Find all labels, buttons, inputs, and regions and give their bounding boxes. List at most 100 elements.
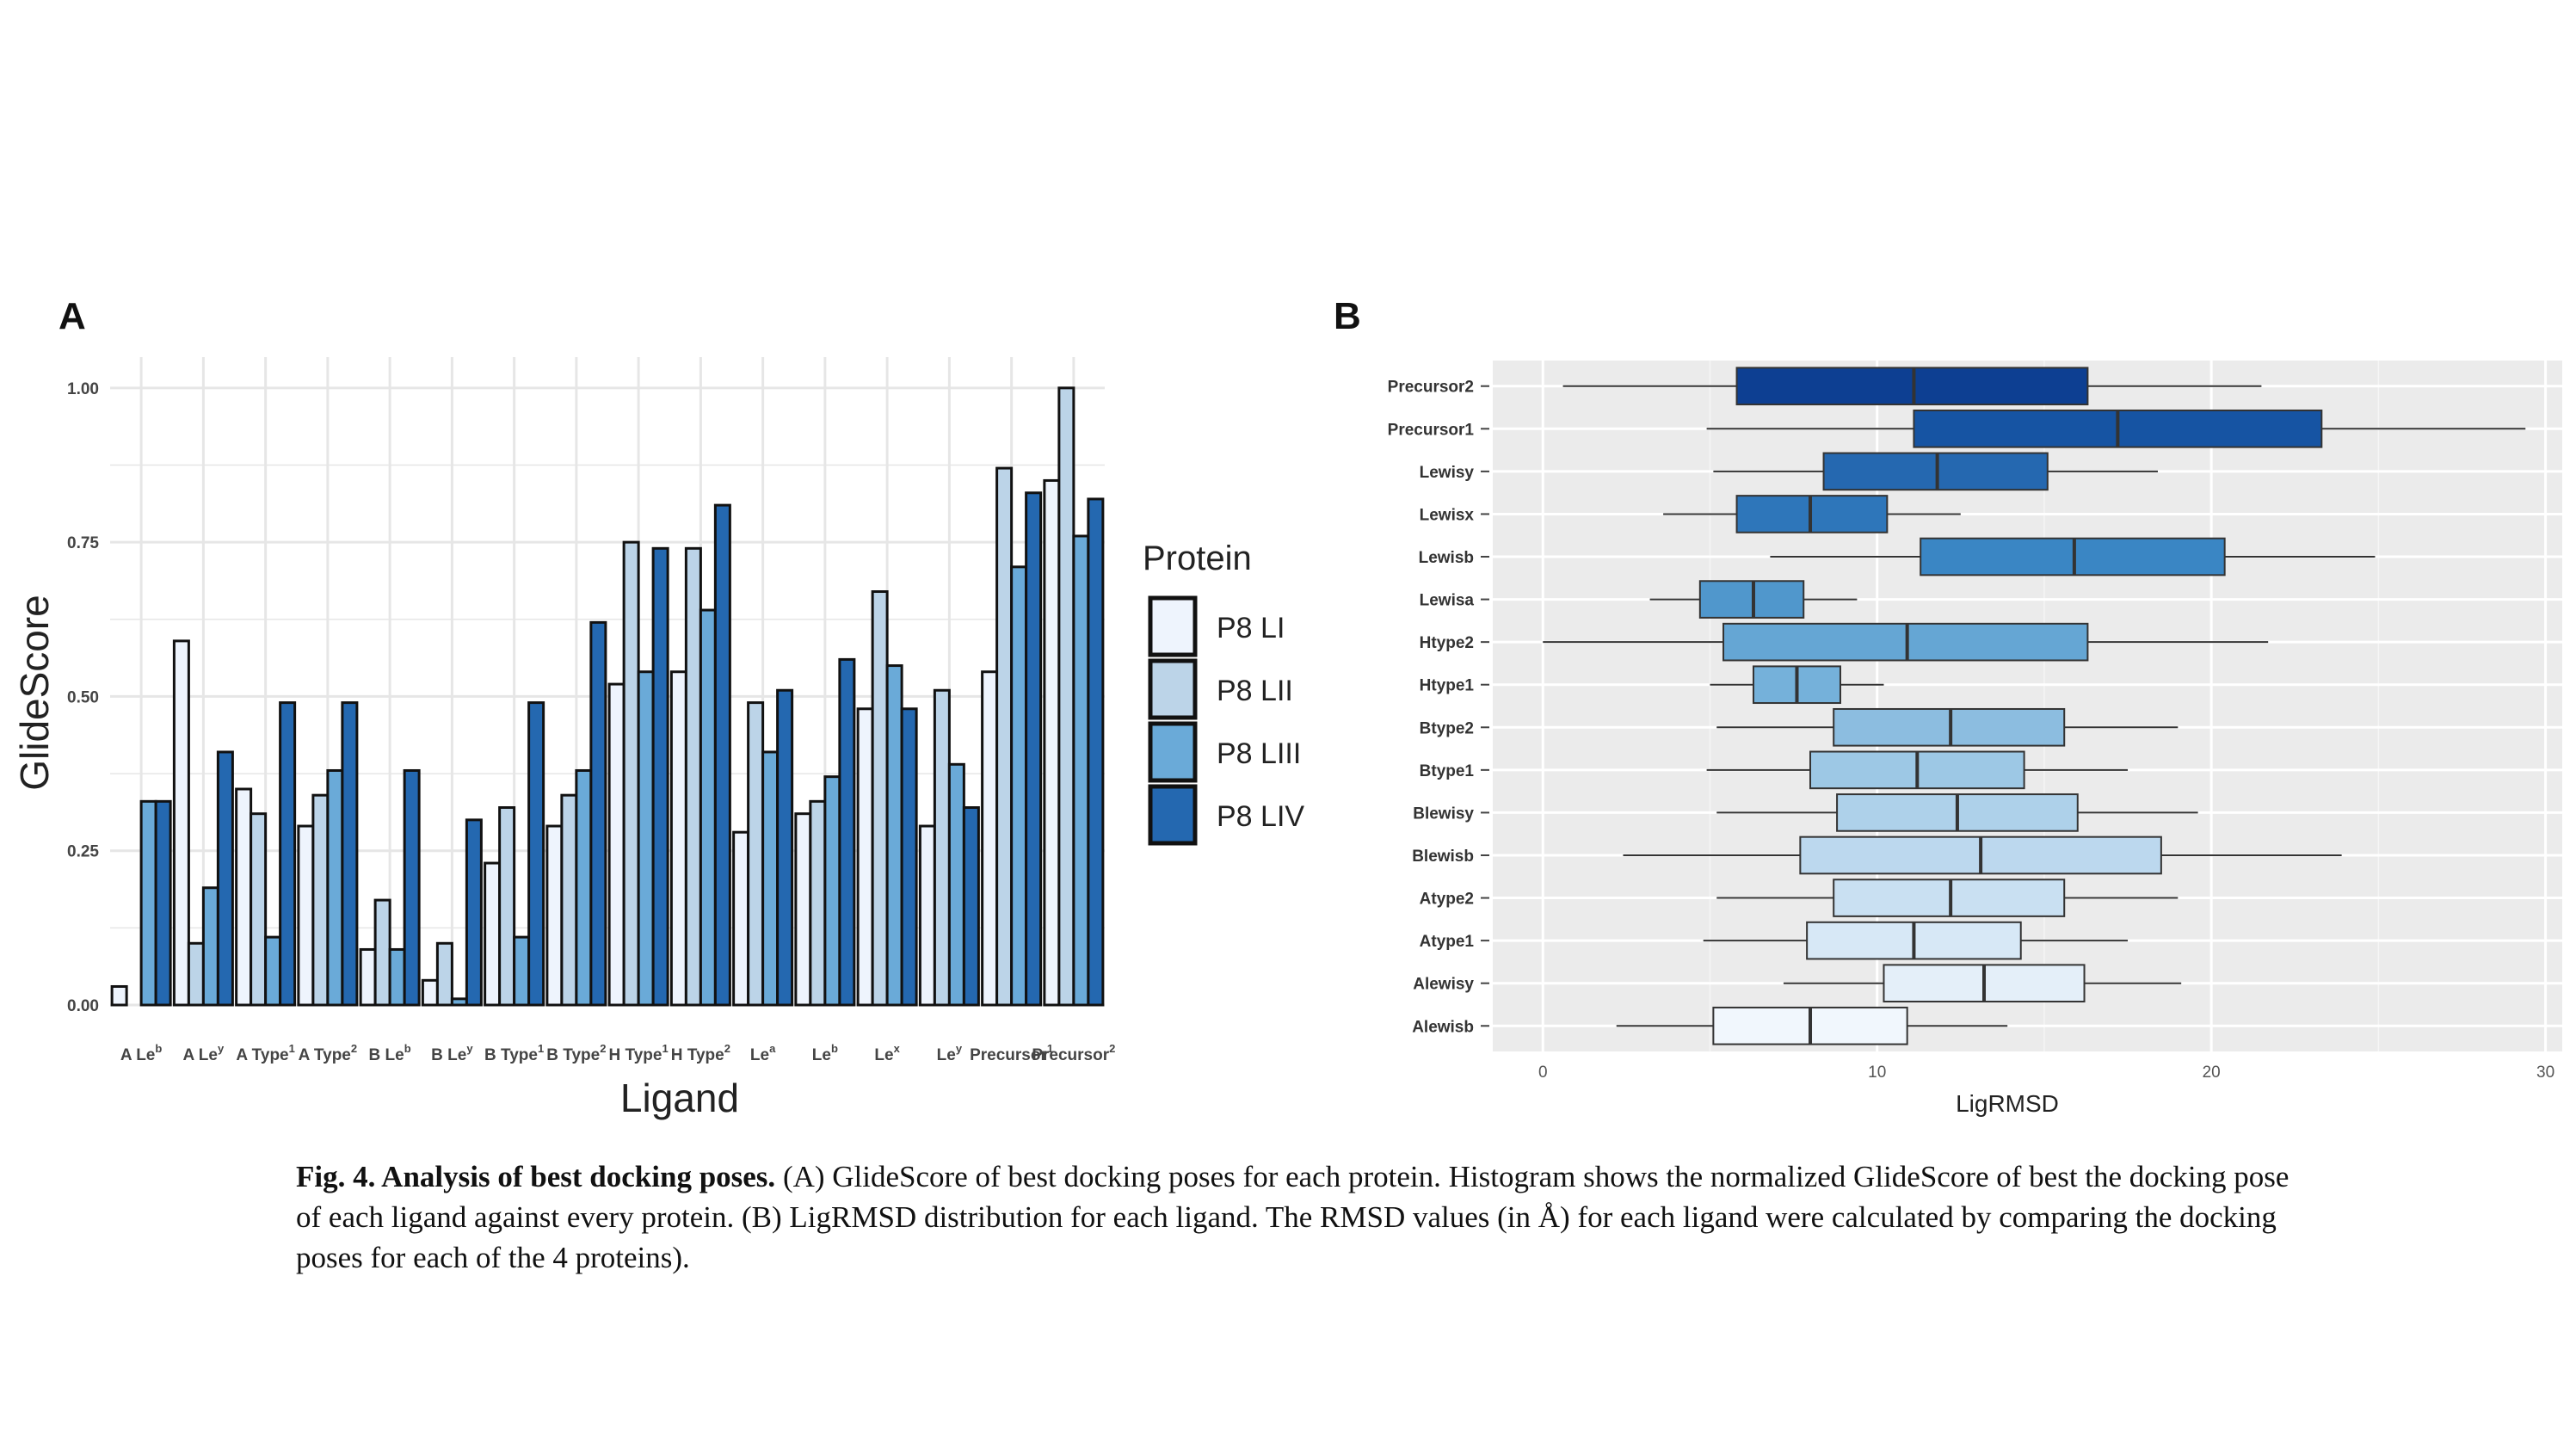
bar bbox=[373, 898, 391, 1007]
legend-swatch bbox=[1148, 595, 1198, 657]
y-tick-label: 0.00 bbox=[67, 997, 99, 1015]
bar bbox=[981, 670, 999, 1007]
category-label: Lewisx bbox=[1420, 506, 1475, 524]
category-label: Btype2 bbox=[1420, 719, 1474, 737]
panel-b-boxes bbox=[1543, 367, 2526, 1045]
bar bbox=[421, 978, 439, 1007]
bar bbox=[732, 830, 750, 1007]
panel-a-bar-chart: 0.00 0.25 0.50 0.75 1.00 A Leb A Ley A Type1 A … bbox=[12, 357, 1115, 1120]
bar bbox=[311, 793, 330, 1007]
bar bbox=[359, 947, 377, 1007]
bar bbox=[484, 861, 502, 1007]
bar bbox=[947, 762, 965, 1007]
bar bbox=[823, 775, 841, 1007]
x-tick-label: 0 bbox=[1538, 1064, 1548, 1082]
category-label: Atype2 bbox=[1420, 891, 1474, 909]
bar bbox=[341, 701, 359, 1007]
legend-title: Protein bbox=[1143, 540, 1252, 577]
bar bbox=[651, 546, 669, 1007]
figure-caption: Fig. 4. Analysis of best docking poses. … bbox=[296, 1156, 2309, 1278]
bar bbox=[713, 503, 731, 1007]
panel-a-label: A bbox=[59, 295, 86, 337]
box-blewisb bbox=[1623, 835, 2342, 875]
x-tick-label: Leb bbox=[812, 1042, 838, 1064]
bar bbox=[250, 812, 268, 1007]
bar bbox=[684, 546, 702, 1007]
bar bbox=[435, 941, 453, 1007]
legend-label: P8 LI bbox=[1217, 612, 1285, 644]
box-blewisy bbox=[1716, 793, 2198, 832]
x-tick-label: H Type2 bbox=[671, 1042, 730, 1064]
y-tick-label: 0.25 bbox=[67, 843, 99, 861]
bar bbox=[172, 639, 190, 1007]
bar bbox=[622, 540, 640, 1007]
box-lewisx bbox=[1663, 495, 1961, 533]
bar bbox=[607, 682, 626, 1007]
bar bbox=[216, 750, 234, 1007]
bar bbox=[201, 886, 219, 1007]
category-label: Htype1 bbox=[1420, 677, 1475, 695]
x-tick-label: 20 bbox=[2203, 1064, 2221, 1082]
category-label: Atype1 bbox=[1420, 933, 1475, 951]
legend-swatch bbox=[1148, 721, 1198, 783]
bar bbox=[279, 701, 297, 1007]
bar bbox=[1025, 491, 1043, 1007]
x-tick-label: B Type1 bbox=[484, 1042, 544, 1064]
legend-items: P8 LI P8 LII P8 LIII P8 LIV bbox=[1148, 595, 1304, 846]
x-tick-label: 10 bbox=[1868, 1064, 1886, 1082]
panel-a-x-ticks: A Leb A Ley A Type1 A Type2 B Leb B Ley B Type… bbox=[120, 1042, 1115, 1064]
x-tick-label: A Leb bbox=[120, 1042, 162, 1064]
bar bbox=[794, 812, 812, 1007]
bar bbox=[326, 768, 344, 1007]
bar bbox=[995, 466, 1014, 1007]
x-tick-label: A Type1 bbox=[236, 1042, 294, 1064]
panel-a-y-axis-title: GlideScore bbox=[12, 595, 57, 791]
x-tick-label: Lea bbox=[750, 1042, 776, 1064]
category-label: Blewisy bbox=[1413, 805, 1474, 823]
bar bbox=[856, 707, 874, 1007]
category-label: Alewisb bbox=[1412, 1018, 1474, 1036]
bar bbox=[235, 787, 253, 1007]
box-btype1 bbox=[1706, 750, 2129, 790]
bar bbox=[513, 935, 531, 1007]
bar bbox=[297, 824, 315, 1007]
x-tick-label: H Type1 bbox=[609, 1042, 669, 1064]
bar bbox=[154, 799, 172, 1007]
x-tick-label: Precursor1 bbox=[970, 1042, 1053, 1064]
bar bbox=[264, 935, 282, 1007]
panel-b-category-labels: Precursor2 Precursor1 Lewisy Lewisx Lewisb Le… bbox=[1388, 379, 1489, 1036]
x-tick-label: A Type2 bbox=[299, 1042, 357, 1064]
box-btype2 bbox=[1716, 707, 2179, 747]
bar bbox=[110, 984, 128, 1007]
category-label: Precursor2 bbox=[1388, 379, 1474, 397]
bar bbox=[871, 590, 889, 1007]
bar bbox=[465, 818, 483, 1007]
box-precursor2 bbox=[1562, 367, 2262, 406]
x-tick-label: A Ley bbox=[183, 1042, 225, 1064]
box-precursor1 bbox=[1706, 409, 2526, 448]
bar bbox=[388, 947, 406, 1007]
bar bbox=[699, 608, 717, 1007]
category-label: Blewisb bbox=[1412, 848, 1474, 866]
bar bbox=[1087, 497, 1105, 1007]
bar bbox=[450, 997, 468, 1007]
bar bbox=[900, 707, 918, 1007]
bar bbox=[885, 664, 903, 1007]
x-tick-label: B Type2 bbox=[546, 1042, 606, 1064]
category-label: Htype2 bbox=[1420, 634, 1474, 652]
box-atype2 bbox=[1716, 879, 2179, 917]
box-htype1 bbox=[1710, 665, 1884, 705]
x-tick-label: 30 bbox=[2536, 1064, 2554, 1082]
bar bbox=[560, 793, 578, 1007]
bar bbox=[545, 824, 564, 1007]
x-tick-label: Lex bbox=[874, 1042, 900, 1064]
box-atype1 bbox=[1703, 921, 2129, 960]
x-tick-label: Ley bbox=[937, 1042, 963, 1064]
legend-swatch bbox=[1148, 784, 1198, 846]
y-tick-label: 1.00 bbox=[67, 380, 99, 398]
panel-b-label: B bbox=[1334, 295, 1361, 337]
bar bbox=[575, 768, 593, 1007]
legend-label: P8 LIV bbox=[1217, 800, 1304, 833]
box-htype2 bbox=[1543, 622, 2269, 662]
